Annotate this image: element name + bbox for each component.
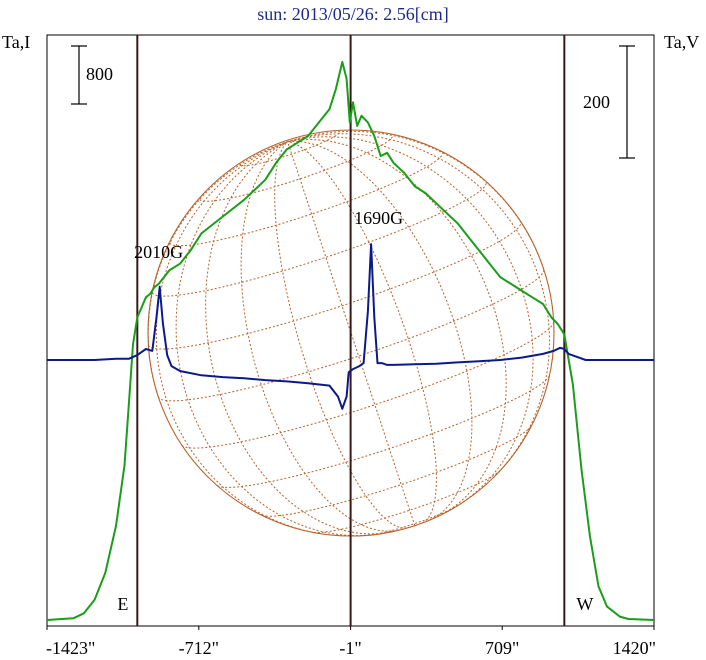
east-limb-label: E	[117, 594, 128, 614]
disk-longitude-line	[175, 141, 371, 537]
disk-longitude-line	[205, 141, 386, 535]
disk-longitude-line	[287, 140, 473, 521]
x-tick-label: -712"	[179, 638, 219, 658]
annotation-label: 1690G	[354, 208, 403, 228]
series-layer	[46, 61, 655, 621]
x-tick-label: -1"	[339, 638, 361, 658]
series-line-V	[47, 243, 654, 410]
disk-latitude-line	[181, 321, 555, 449]
x-tick-label: 1420"	[613, 638, 656, 658]
disk-longitude-line	[287, 133, 551, 479]
disk-longitude-line	[274, 141, 408, 529]
disk-longitude-line	[155, 141, 324, 535]
scale-bar-V-label: 200	[583, 92, 610, 112]
right-axis-label: Ta,V	[664, 32, 699, 52]
disk-longitude-line	[287, 141, 437, 524]
x-axis-ticks: -1423" -712" -1" 709" 1420"	[46, 626, 656, 658]
west-limb-label: W	[576, 594, 593, 614]
disk-longitude-line	[287, 141, 416, 526]
disk-latitude-line	[169, 152, 444, 247]
disk-longitude-line	[287, 136, 534, 507]
disk-longitude-line	[287, 130, 545, 270]
x-tick-label: 709"	[485, 638, 519, 658]
annotation-label: 2010G	[134, 242, 183, 262]
scale-bar-I-label: 800	[86, 64, 113, 84]
annotations: 2010G 1690G	[134, 208, 403, 262]
x-tick-label: -1423"	[46, 638, 95, 658]
series-line-I	[46, 61, 655, 621]
disk-longitude-line	[240, 141, 400, 532]
disk-latitude-line	[313, 470, 501, 534]
chart-title: sun: 2013/05/26: 2.56[cm]	[257, 4, 449, 24]
scale-bar-V: 200	[583, 45, 635, 159]
disk-latitude-line	[151, 181, 487, 297]
disk-longitude-line	[287, 138, 507, 515]
left-axis-label: Ta,I	[2, 32, 30, 52]
scale-bar-I: 800	[71, 45, 113, 105]
